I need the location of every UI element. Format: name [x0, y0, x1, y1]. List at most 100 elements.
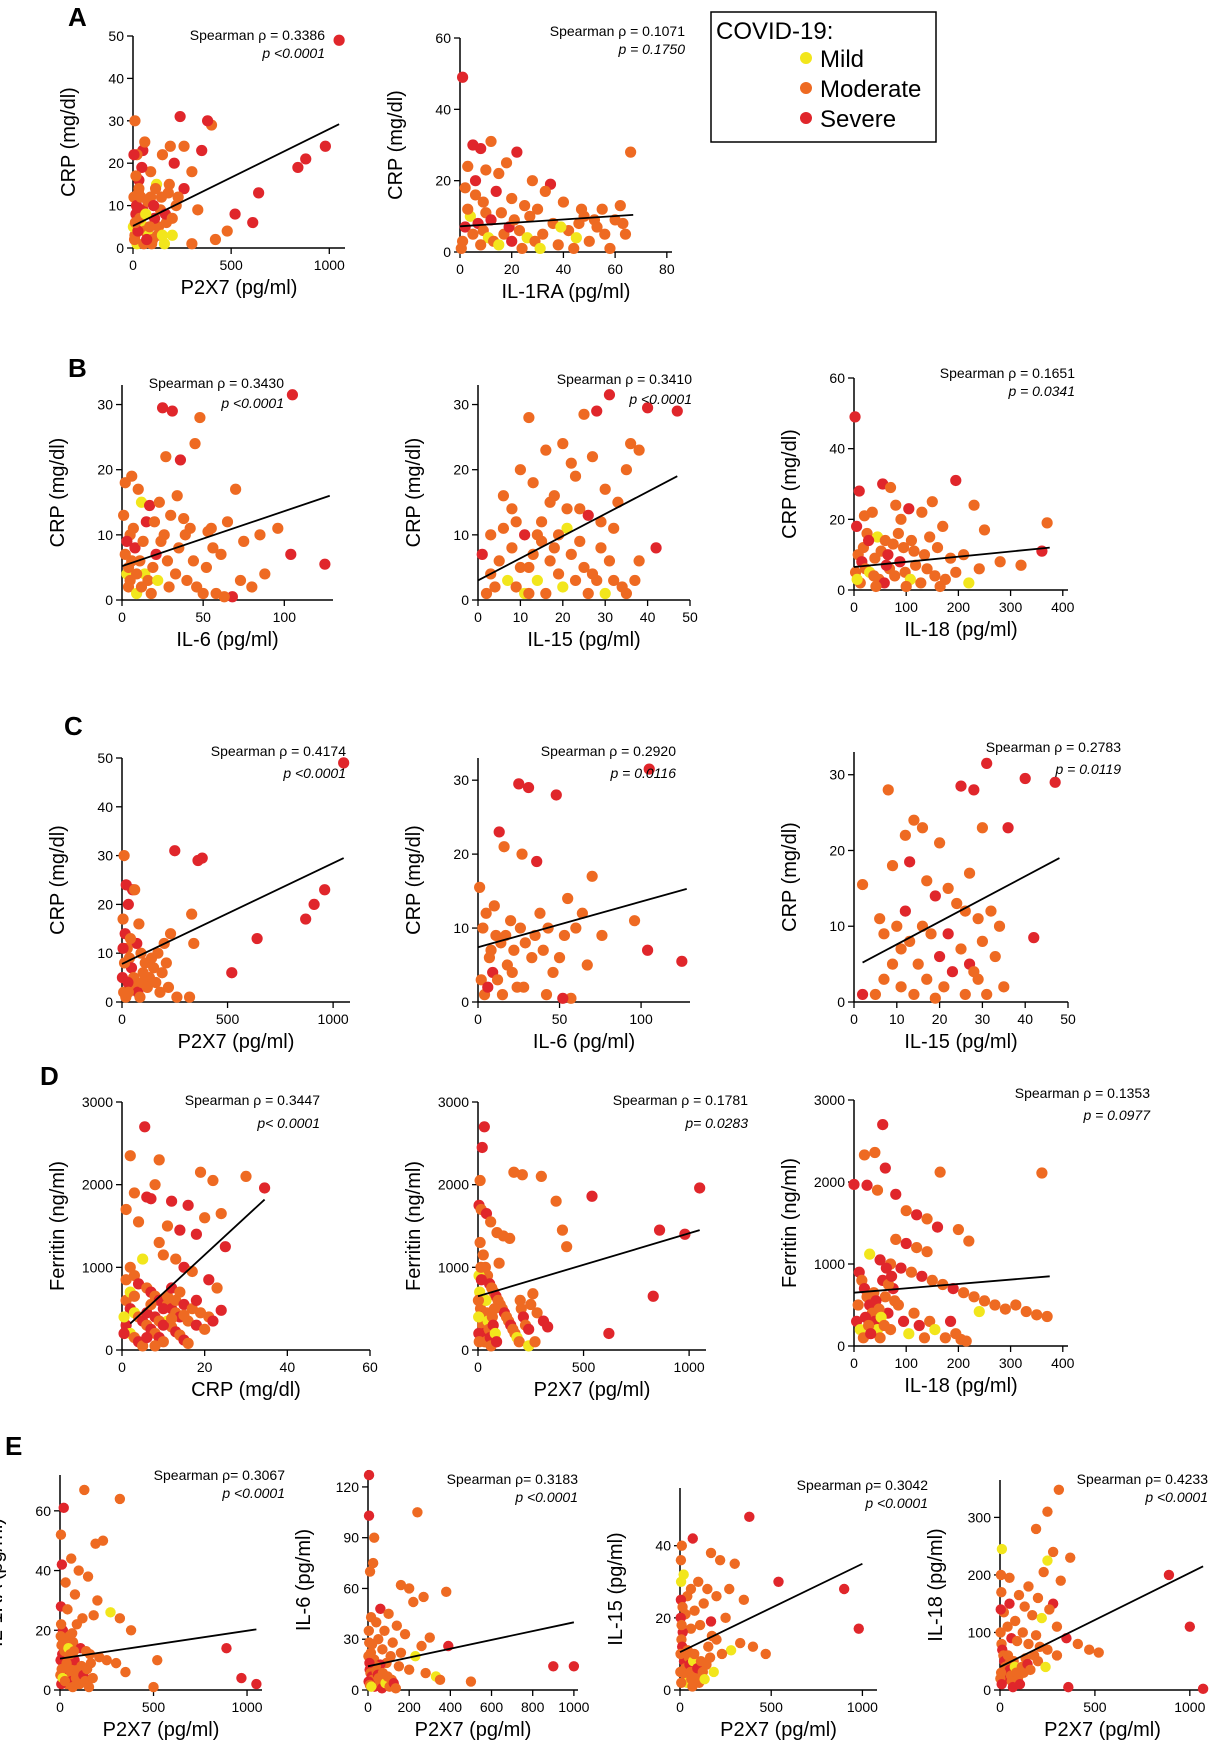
data-point — [676, 1540, 688, 1551]
x-tick-label: 40 — [556, 261, 572, 277]
x-tick-label: 500 — [216, 1011, 240, 1027]
data-point — [581, 959, 593, 971]
data-point — [540, 587, 552, 600]
data-point — [207, 542, 219, 554]
data-point — [169, 845, 181, 857]
data-point — [379, 1625, 390, 1636]
y-axis-label: CRP (mg/dl) — [47, 438, 69, 548]
data-point — [127, 522, 139, 534]
chart-d2: 0 1000 2000 3000 0 500 1000 P2X7 (pg/ml) Ferriti… — [403, 1092, 748, 1401]
data-point — [490, 1336, 503, 1348]
data-point — [617, 217, 629, 230]
data-point — [895, 513, 907, 525]
data-point — [178, 1309, 190, 1321]
data-point — [66, 1628, 78, 1639]
y-tick-label: 10 — [453, 527, 469, 543]
data-point — [246, 581, 258, 593]
data-point — [531, 203, 544, 215]
x-tick-label: 20 — [555, 609, 571, 625]
y-tick-label: 20 — [435, 173, 451, 189]
data-point — [178, 183, 190, 195]
data-point — [130, 200, 143, 212]
data-point — [174, 1224, 186, 1236]
x-tick-label: 100 — [273, 609, 297, 625]
y-tick-label: 0 — [461, 592, 469, 608]
data-point — [88, 1610, 99, 1621]
data-point — [186, 238, 198, 250]
data-point — [128, 233, 141, 246]
y-tick-label: 0 — [837, 994, 845, 1010]
data-point — [720, 1612, 731, 1624]
data-point — [882, 549, 894, 561]
data-point — [467, 228, 479, 240]
data-point — [905, 1266, 918, 1278]
data-point — [760, 1648, 771, 1660]
data-point — [62, 1604, 73, 1615]
data-point — [699, 1673, 710, 1685]
data-point — [190, 1228, 202, 1240]
data-point — [647, 1290, 659, 1302]
data-point — [608, 522, 620, 534]
x-tick-label: 0 — [118, 1359, 126, 1375]
data-point — [1015, 559, 1027, 571]
data-point — [603, 389, 616, 401]
data-point — [493, 555, 505, 567]
data-point — [408, 1596, 419, 1608]
data-point — [557, 581, 569, 593]
data-point — [476, 1141, 488, 1154]
data-point — [493, 1257, 505, 1269]
data-point — [934, 1166, 946, 1178]
data-point — [944, 1315, 957, 1327]
data-point — [1032, 1592, 1044, 1604]
p-value-label: p <0.0001 — [220, 395, 284, 411]
data-point — [561, 522, 573, 534]
y-axis-label: IL-6 (pg/ml) — [293, 1529, 315, 1631]
spearman-label: Spearman ρ = 0.4174 — [211, 743, 346, 759]
chart-c2: 0 10 20 30 0 50 100 IL-6 (pg/ml) CRP (mg/dl) Spea… — [403, 743, 690, 1053]
x-axis-label: IL-6 (pg/ml) — [176, 629, 278, 651]
x-tick-label: 200 — [947, 1355, 971, 1371]
data-point — [955, 943, 967, 955]
y-tick-label: 3000 — [814, 1092, 845, 1108]
data-point — [864, 1248, 876, 1260]
data-point — [218, 591, 230, 603]
data-point — [996, 1586, 1007, 1598]
data-point — [129, 115, 141, 127]
data-point — [999, 1303, 1011, 1315]
data-point — [1002, 822, 1014, 834]
x-axis-label: IL-6 (pg/ml) — [533, 1031, 635, 1053]
data-point — [259, 1182, 271, 1194]
data-point — [529, 1336, 541, 1348]
data-point — [364, 1566, 376, 1577]
data-point — [141, 233, 153, 246]
y-tick-label: 2000 — [814, 1174, 845, 1190]
data-point — [643, 763, 655, 775]
data-point — [921, 563, 933, 575]
data-point — [687, 1533, 698, 1544]
data-point — [972, 913, 984, 925]
x-tick-label: 600 — [480, 1699, 504, 1715]
data-point — [952, 1223, 964, 1236]
data-point — [989, 1299, 1001, 1311]
data-point — [514, 464, 527, 476]
data-point — [215, 1304, 227, 1316]
data-point — [145, 952, 158, 964]
chart-e1: 0 20 40 60 0 500 1000 P2X7 (pg/ml) IL-1RA (pg/ml… — [0, 1467, 285, 1741]
x-tick-label: 0 — [474, 1359, 482, 1375]
data-point — [141, 1332, 153, 1344]
data-point — [199, 1323, 211, 1335]
y-tick-label: 300 — [968, 1509, 992, 1525]
y-tick-label: 10 — [97, 945, 113, 961]
y-axis-label: IL-18 (pg/ml) — [925, 1528, 947, 1641]
data-point — [319, 884, 331, 896]
data-point — [124, 1150, 136, 1162]
data-point — [675, 1554, 687, 1566]
spearman-label: Spearman ρ = 0.2920 — [541, 743, 676, 759]
data-point — [869, 988, 882, 1001]
data-point — [708, 1666, 719, 1678]
data-point — [537, 228, 549, 240]
y-axis-label: CRP (mg/dl) — [385, 90, 407, 200]
data-point — [596, 203, 608, 215]
data-point — [510, 581, 522, 593]
